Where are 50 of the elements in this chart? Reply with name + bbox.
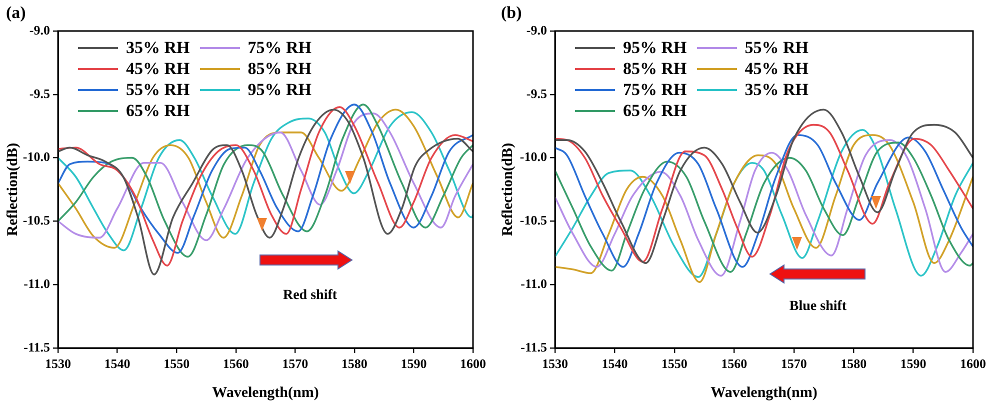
legend-label: 35% RH [126,37,190,58]
y-tick-label: -9.0 [526,22,547,38]
x-tick-label: 1570 [780,356,807,372]
legend-label: 35% RH [744,79,808,100]
legend-label: 55% RH [744,37,808,58]
legend-label: 95% RH [623,37,687,58]
legend-label: 85% RH [248,58,312,79]
legend-label: 45% RH [126,58,190,79]
legend-label: 55% RH [126,79,190,100]
legend-label: 65% RH [623,100,687,121]
y-axis-title: Reflection(dB) [4,142,21,236]
x-tick-label: 1530 [542,356,568,372]
y-tick-label: -9.5 [526,86,548,101]
x-tick-label: 1600 [460,356,486,372]
chart-title: (b) [501,3,522,23]
y-tick-label: -10.5 [520,212,548,228]
x-tick-label: 1590 [400,356,427,372]
y-tick-label: -11.5 [24,339,50,354]
x-tick-label: 1550 [661,356,688,372]
x-tick-label: 1570 [282,356,308,372]
legend-label: 85% RH [623,58,687,79]
legend-label: 75% RH [248,37,312,58]
x-axis-title: Wavelength(nm) [212,384,319,401]
x-tick-label: 1580 [840,356,867,372]
x-tick-label: 1600 [960,356,986,372]
x-axis-title: Wavelength(nm) [710,384,818,401]
x-tick-label: 1560 [222,356,249,372]
y-tick-label: -11.0 [24,276,50,291]
legend-label: 65% RH [126,100,190,121]
annotation: Blue shift [789,299,847,315]
y-tick-label: -9.5 [29,86,50,101]
x-tick-label: 1530 [45,356,71,372]
x-tick-label: 1590 [900,356,926,372]
y-axis-title: Reflection(dB) [500,142,516,236]
legend-label: 75% RH [623,79,687,100]
legend-label: 95% RH [248,79,312,100]
y-tick-label: -11.0 [520,276,547,291]
x-tick-label: 1540 [602,356,628,372]
y-tick-label: -11.5 [520,339,548,354]
y-tick-label: -10.5 [22,212,50,228]
legend-label: 45% RH [744,58,808,79]
y-tick-label: -9.0 [29,22,50,38]
x-tick-label: 1550 [164,356,190,372]
x-tick-label: 1580 [341,356,368,372]
chart-title: (a) [6,3,26,23]
x-tick-label: 1560 [721,356,748,372]
y-tick-label: -10.0 [520,149,547,164]
x-tick-label: 1540 [104,356,130,372]
annotation: Red shift [282,288,338,304]
y-tick-label: -10.0 [22,149,50,164]
